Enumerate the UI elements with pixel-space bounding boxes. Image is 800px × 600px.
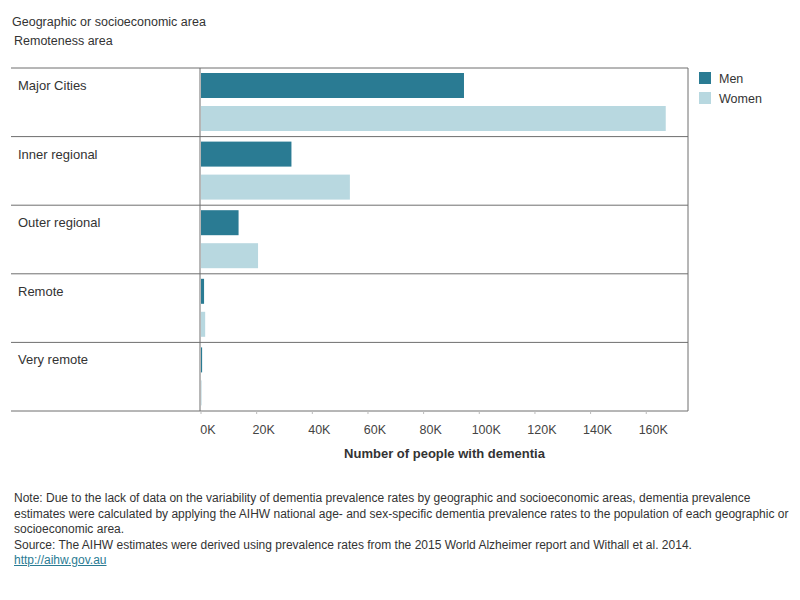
tick-label: 60K xyxy=(364,423,387,437)
tick-label: 0K xyxy=(200,423,216,437)
note: Note: Due to the lack of data on the var… xyxy=(14,491,789,538)
category-label: Major Cities xyxy=(18,78,87,93)
subtitle: Remoteness area xyxy=(14,34,113,48)
bar xyxy=(201,279,204,304)
legend-label: Men xyxy=(719,72,743,86)
tick-mark xyxy=(590,411,591,414)
row-separator xyxy=(11,273,688,274)
row-separator xyxy=(11,68,688,69)
frame-line xyxy=(688,68,689,411)
bar xyxy=(201,243,258,268)
category-label: Remote xyxy=(18,284,64,299)
bar xyxy=(201,142,291,167)
tick-mark xyxy=(256,411,257,414)
tick-mark xyxy=(646,411,647,414)
category-label: Outer regional xyxy=(18,215,100,230)
legend-swatch xyxy=(699,72,711,84)
notes: Note: Due to the lack of data on the var… xyxy=(14,491,789,569)
row-separator xyxy=(11,411,688,412)
tick-mark xyxy=(367,411,368,414)
category-label: Very remote xyxy=(18,352,88,367)
category-label: Inner regional xyxy=(18,147,98,162)
row-separator xyxy=(11,342,688,343)
bar xyxy=(201,312,205,337)
legend-swatch xyxy=(699,92,711,104)
row-separator xyxy=(11,136,688,137)
tick-label: 80K xyxy=(420,423,443,437)
tick-label: 140K xyxy=(583,423,613,437)
axis-title: Number of people with dementia xyxy=(344,446,546,461)
tick-label: 20K xyxy=(253,423,276,437)
source: Source: The AIHW estimates were derived … xyxy=(14,538,789,554)
tick-mark xyxy=(201,411,202,414)
url-line: http://aihw.gov.au xyxy=(14,553,789,569)
bar xyxy=(201,175,350,200)
bar xyxy=(201,380,203,405)
tick-mark xyxy=(312,411,313,414)
tick-mark xyxy=(423,411,424,414)
tick-label: 160K xyxy=(639,423,669,437)
tick-label: 120K xyxy=(527,423,557,437)
tick-label: 100K xyxy=(472,423,502,437)
bar xyxy=(201,106,666,131)
url-link[interactable]: http://aihw.gov.au xyxy=(14,553,107,567)
tick-mark xyxy=(479,411,480,414)
bar xyxy=(201,210,239,235)
bar xyxy=(201,73,464,98)
frame-line xyxy=(200,68,201,411)
row-separator xyxy=(11,205,688,206)
title: Geographic or socioeconomic area xyxy=(12,15,206,29)
bar xyxy=(201,347,202,372)
tick-label: 40K xyxy=(308,423,331,437)
legend-label: Women xyxy=(719,92,762,106)
tick-mark xyxy=(534,411,535,414)
